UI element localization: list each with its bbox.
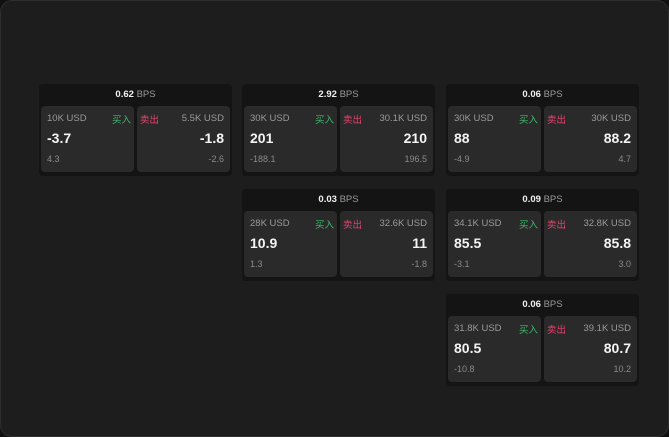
buy-amount: 30K USD: [454, 113, 494, 124]
quote-panel: 2.92 BPS 30K USD 买入 201 -188.1 卖出 30.1K …: [242, 84, 435, 176]
buy-change: -3.1: [454, 259, 470, 269]
buy-label: 买入: [111, 115, 131, 126]
sell-price: 210: [403, 130, 427, 146]
sell-label: 卖出: [343, 115, 363, 126]
buy-button[interactable]: 34.1K USD 买入 85.5 -3.1: [448, 211, 541, 277]
buy-button[interactable]: 28K USD 买入 10.9 1.3: [244, 211, 337, 277]
buy-change: -4.9: [454, 154, 470, 164]
sell-button[interactable]: 卖出 32.6K USD 11 -1.8: [340, 211, 433, 277]
buy-change: 1.3: [250, 259, 263, 269]
spread-value: 0.03: [318, 194, 337, 205]
sell-price: 88.2: [603, 130, 631, 146]
buy-button[interactable]: 31.8K USD 买入 80.5 -10.8: [448, 316, 541, 382]
sell-label: 卖出: [343, 220, 363, 231]
spread-header: 0.09 BPS: [446, 189, 639, 211]
buy-amount: 34.1K USD: [454, 218, 502, 229]
spread-unit: BPS: [543, 89, 563, 100]
sell-price: -1.8: [199, 130, 224, 146]
quote-panel: 0.09 BPS 34.1K USD 买入 85.5 -3.1 卖出 32.8K…: [446, 189, 639, 281]
buy-button[interactable]: 30K USD 买入 201 -188.1: [244, 106, 337, 172]
spread-unit: BPS: [543, 299, 563, 310]
sell-price: 11: [412, 235, 427, 251]
spread-unit: BPS: [136, 89, 156, 100]
buy-amount: 10K USD: [47, 113, 87, 124]
buy-change: 4.3: [47, 154, 60, 164]
buy-price: -3.7: [47, 130, 72, 146]
spread-header: 0.06 BPS: [446, 294, 639, 316]
sell-amount: 30K USD: [591, 113, 631, 124]
sell-button[interactable]: 卖出 39.1K USD 80.7 10.2: [544, 316, 637, 382]
sell-label: 卖出: [547, 220, 567, 231]
sell-change: -2.6: [208, 154, 224, 164]
sell-price: 85.8: [603, 235, 631, 251]
sell-change: 10.2: [613, 364, 631, 374]
spread-header: 0.06 BPS: [446, 84, 639, 106]
sell-change: -1.8: [411, 259, 427, 269]
sell-amount: 32.8K USD: [583, 218, 631, 229]
buy-price: 10.9: [250, 235, 278, 251]
sell-amount: 5.5K USD: [181, 113, 224, 124]
sell-label: 卖出: [140, 115, 160, 126]
buy-price: 85.5: [454, 235, 482, 251]
spread-value: 0.62: [115, 89, 134, 100]
spread-unit: BPS: [339, 89, 359, 100]
sell-button[interactable]: 卖出 5.5K USD -1.8 -2.6: [137, 106, 230, 172]
sell-price: 80.7: [603, 340, 631, 356]
quote-panel: 0.06 BPS 30K USD 买入 88 -4.9 卖出 30K USD 8…: [446, 84, 639, 176]
buy-amount: 28K USD: [250, 218, 290, 229]
spread-value: 2.92: [318, 89, 337, 100]
buy-label: 买入: [518, 325, 538, 336]
spread-value: 0.09: [522, 194, 541, 205]
buy-price: 80.5: [454, 340, 482, 356]
spread-unit: BPS: [543, 194, 563, 205]
sell-amount: 30.1K USD: [379, 113, 427, 124]
sell-label: 卖出: [547, 115, 567, 126]
quote-panel: 0.03 BPS 28K USD 买入 10.9 1.3 卖出 32.6K US…: [242, 189, 435, 281]
spread-unit: BPS: [339, 194, 359, 205]
buy-amount: 30K USD: [250, 113, 290, 124]
buy-price: 201: [250, 130, 274, 146]
buy-amount: 31.8K USD: [454, 323, 502, 334]
sell-button[interactable]: 卖出 30.1K USD 210 196.5: [340, 106, 433, 172]
buy-label: 买入: [518, 220, 538, 231]
buy-button[interactable]: 30K USD 买入 88 -4.9: [448, 106, 541, 172]
sell-button[interactable]: 卖出 32.8K USD 85.8 3.0: [544, 211, 637, 277]
buy-label: 买入: [314, 115, 334, 126]
sell-amount: 32.6K USD: [379, 218, 427, 229]
spread-value: 0.06: [522, 299, 541, 310]
spread-header: 0.03 BPS: [242, 189, 435, 211]
spread-header: 0.62 BPS: [39, 84, 232, 106]
quote-panel: 0.06 BPS 31.8K USD 买入 80.5 -10.8 卖出 39.1…: [446, 294, 639, 386]
quote-panel: 0.62 BPS 10K USD 买入 -3.7 4.3 卖出 5.5K USD…: [39, 84, 232, 176]
sell-change: 4.7: [618, 154, 631, 164]
sell-button[interactable]: 卖出 30K USD 88.2 4.7: [544, 106, 637, 172]
buy-change: -188.1: [250, 154, 276, 164]
sell-label: 卖出: [547, 325, 567, 336]
spread-header: 2.92 BPS: [242, 84, 435, 106]
spread-value: 0.06: [522, 89, 541, 100]
buy-label: 买入: [314, 220, 334, 231]
buy-change: -10.8: [454, 364, 475, 374]
sell-amount: 39.1K USD: [583, 323, 631, 334]
buy-label: 买入: [518, 115, 538, 126]
buy-button[interactable]: 10K USD 买入 -3.7 4.3: [41, 106, 134, 172]
sell-change: 3.0: [618, 259, 631, 269]
sell-change: 196.5: [404, 154, 427, 164]
buy-price: 88: [454, 130, 470, 146]
